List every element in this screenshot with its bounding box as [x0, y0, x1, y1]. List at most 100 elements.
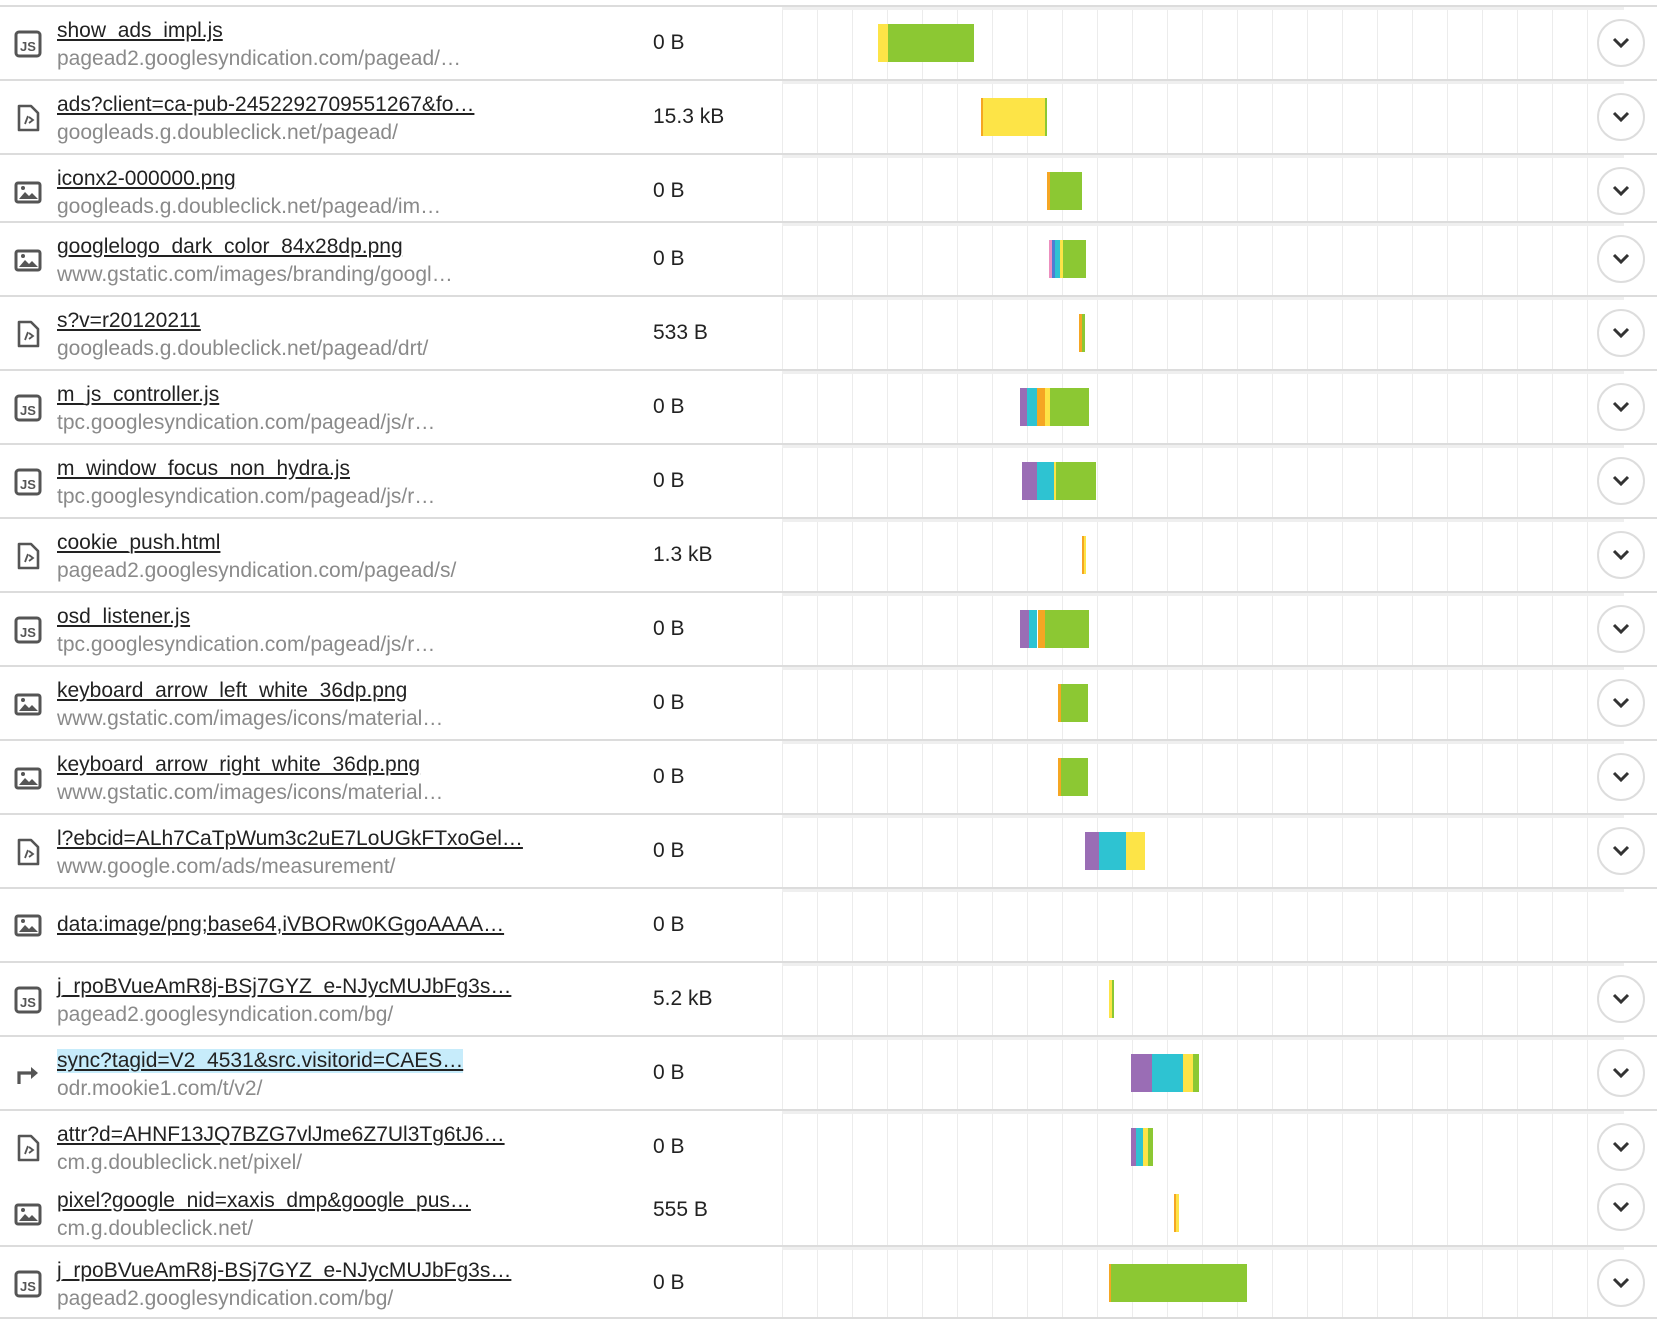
waterfall-gridline [782, 818, 783, 887]
expand-button[interactable] [1597, 93, 1645, 141]
request-name-link[interactable]: data:image/png;base64,iVBORw0KGgoAAAA… [57, 913, 505, 936]
request-name-link[interactable]: keyboard_arrow_right_white_36dp.png [57, 753, 421, 776]
waterfall-gridline [992, 374, 993, 443]
request-name-link[interactable]: l?ebcid=ALh7CaTpWum3c2uE7LoUGkFTxoGel… [57, 827, 523, 850]
request-name-link[interactable]: sync?tagid=V2_4531&src.visitorid=CAES… [57, 1049, 464, 1073]
request-name-link[interactable]: j_rpoBVueAmR8j-BSj7GYZ_e-NJycMUJbFg3s… [57, 1259, 512, 1282]
request-row[interactable]: keyboard_arrow_left_white_36dp.png www.gs… [0, 665, 1657, 739]
waterfall-gridline [1587, 596, 1588, 665]
request-name-link[interactable]: osd_listener.js [57, 605, 191, 628]
waterfall-track [782, 593, 1624, 665]
waterfall-gridline [782, 300, 783, 369]
js-file-icon: JS [14, 30, 42, 58]
waterfall-gridline [1167, 744, 1168, 813]
image-file-icon [14, 246, 42, 274]
waterfall-gridline [1377, 84, 1378, 153]
request-name-link[interactable]: googlelogo_dark_color_84x28dp.png [57, 235, 403, 258]
expand-button[interactable] [1597, 531, 1645, 579]
expand-button[interactable] [1597, 1049, 1645, 1097]
request-row[interactable]: s?v=r20120211 googleads.g.doubleclick.net… [0, 295, 1657, 369]
expand-button[interactable] [1597, 457, 1645, 505]
waterfall-gridline [887, 892, 888, 961]
request-name-link[interactable]: keyboard_arrow_left_white_36dp.png [57, 679, 408, 702]
expand-button[interactable] [1597, 679, 1645, 727]
js-file-icon: JS [14, 1270, 42, 1298]
waterfall-gridline [1517, 374, 1518, 443]
waterfall-gridline [852, 448, 853, 517]
request-row[interactable]: googlelogo_dark_color_84x28dp.png www.gst… [0, 221, 1657, 295]
expand-button[interactable] [1597, 1183, 1645, 1231]
expand-button[interactable] [1597, 309, 1645, 357]
timing-bar-green [1056, 462, 1096, 500]
waterfall-gridline [1342, 226, 1343, 295]
expand-button[interactable] [1597, 1123, 1645, 1171]
waterfall-gridline [1027, 1250, 1028, 1317]
request-name-link[interactable]: s?v=r20120211 [57, 309, 201, 332]
request-row[interactable]: l?ebcid=ALh7CaTpWum3c2uE7LoUGkFTxoGel… ww… [0, 813, 1657, 887]
request-row[interactable]: iconx2-000000.png googleads.g.doubleclick… [0, 153, 1657, 221]
waterfall-gridline [1132, 300, 1133, 369]
js-file-icon: JS [14, 986, 42, 1014]
waterfall-gridline [1552, 744, 1553, 813]
request-row[interactable]: ads?client=ca-pub-2452292709551267&fo… go… [0, 79, 1657, 153]
waterfall-gridline [1342, 300, 1343, 369]
request-name-link[interactable]: ads?client=ca-pub-2452292709551267&fo… [57, 93, 475, 116]
waterfall-gridline [782, 744, 783, 813]
image-file-icon [14, 911, 42, 939]
request-row[interactable]: JS m_js_controller.js tpc.googlesyndicatio… [0, 369, 1657, 443]
request-row[interactable]: JS osd_listener.js tpc.googlesyndication.c… [0, 591, 1657, 665]
expand-button[interactable] [1597, 235, 1645, 283]
waterfall-track [782, 297, 1624, 369]
request-row[interactable]: data:image/png;base64,iVBORw0KGgoAAAA… 0 … [0, 887, 1657, 961]
transfer-size: 0 B [653, 1271, 685, 1294]
expand-button[interactable] [1597, 605, 1645, 653]
request-domain: odr.mookie1.com/t/v2/ [57, 1077, 263, 1100]
expand-button[interactable] [1597, 827, 1645, 875]
request-row[interactable]: sync?tagid=V2_4531&src.visitorid=CAES…od… [0, 1035, 1657, 1109]
waterfall-gridline [1377, 670, 1378, 739]
request-name-link[interactable]: m_js_controller.js [57, 383, 220, 406]
expand-button[interactable] [1597, 19, 1645, 67]
request-name-link[interactable]: cookie_push.html [57, 531, 221, 554]
request-row[interactable]: JS j_rpoBVueAmR8j-BSj7GYZ_e-NJycMUJbFg3s…… [0, 1245, 1657, 1319]
waterfall-gridline [922, 744, 923, 813]
redirect-icon [14, 1060, 42, 1088]
timing-bar-green [1050, 388, 1089, 426]
request-row[interactable]: keyboard_arrow_right_white_36dp.png www.g… [0, 739, 1657, 813]
waterfall-gridline [1377, 1040, 1378, 1109]
waterfall-gridline [957, 1114, 958, 1245]
waterfall-gridline [1132, 892, 1133, 961]
request-name-link[interactable]: j_rpoBVueAmR8j-BSj7GYZ_e-NJycMUJbFg3s… [57, 975, 512, 998]
image-file-icon [14, 690, 42, 718]
transfer-size: 0 B [653, 691, 685, 714]
request-domain: tpc.googlesyndication.com/pagead/js/r… [57, 411, 436, 434]
request-domain: www.gstatic.com/images/icons/material… [57, 781, 444, 804]
transfer-size: 0 B [653, 617, 685, 640]
expand-button[interactable] [1597, 753, 1645, 801]
waterfall-gridline [1342, 84, 1343, 153]
request-row[interactable]: cookie_push.html pagead2.googlesyndicatio… [0, 517, 1657, 591]
request-domain: cm.g.doubleclick.net/ [57, 1217, 254, 1240]
image-file-icon [14, 178, 42, 206]
request-row[interactable]: JS j_rpoBVueAmR8j-BSj7GYZ_e-NJycMUJbFg3s…… [0, 961, 1657, 1035]
request-row[interactable]: JS show_ads_impl.js pagead2.googlesyndicat… [0, 5, 1657, 79]
document-file-icon [14, 104, 42, 132]
waterfall-gridline [1132, 1114, 1133, 1245]
waterfall-gridline [1482, 522, 1483, 591]
request-row[interactable]: attr?d=AHNF13JQ7BZG7vlJme6Z7Ul3Tg6tJ6… cm… [0, 1109, 1657, 1245]
waterfall-gridline [957, 522, 958, 591]
request-row[interactable]: JS m_window_focus_non_hydra.js tpc.googles… [0, 443, 1657, 517]
request-name-link[interactable]: iconx2-000000.png [57, 167, 236, 190]
expand-button[interactable] [1597, 383, 1645, 431]
waterfall-gridline [1447, 596, 1448, 665]
waterfall-gridline [1587, 300, 1588, 369]
expand-button[interactable] [1597, 167, 1645, 215]
request-name-link[interactable]: m_window_focus_non_hydra.js [57, 457, 351, 480]
waterfall-gridline [1062, 84, 1063, 153]
request-name-link[interactable]: show_ads_impl.js [57, 19, 223, 42]
waterfall-gridline [1237, 966, 1238, 1035]
expand-button[interactable] [1597, 1259, 1645, 1307]
request-name-link[interactable]: attr?d=AHNF13JQ7BZG7vlJme6Z7Ul3Tg6tJ6… [57, 1123, 505, 1146]
request-name-link[interactable]: pixel?google_nid=xaxis_dmp&google_pus… [57, 1189, 471, 1212]
expand-button[interactable] [1597, 975, 1645, 1023]
